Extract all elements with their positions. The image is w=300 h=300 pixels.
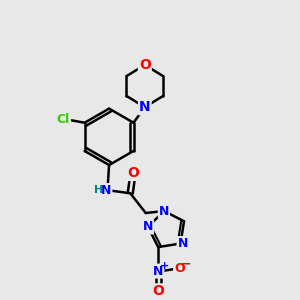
Text: N: N	[178, 237, 188, 250]
Text: Cl: Cl	[57, 113, 70, 126]
Text: O: O	[174, 262, 185, 275]
Text: N: N	[101, 184, 111, 197]
Text: O: O	[127, 166, 139, 180]
Text: N: N	[139, 100, 151, 114]
Text: N: N	[153, 265, 164, 278]
Text: −: −	[180, 257, 191, 270]
Text: N: N	[159, 205, 169, 218]
Text: N: N	[143, 220, 153, 233]
Text: +: +	[160, 261, 169, 271]
Text: O: O	[139, 58, 151, 72]
Text: O: O	[152, 284, 164, 298]
Text: H: H	[94, 185, 103, 196]
